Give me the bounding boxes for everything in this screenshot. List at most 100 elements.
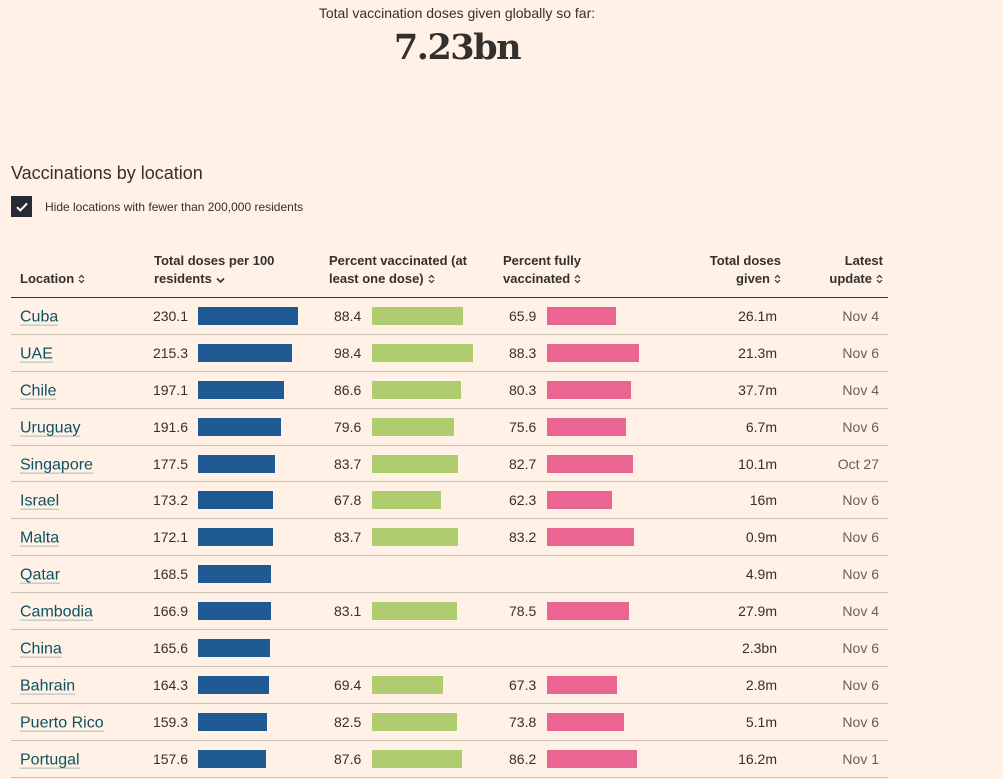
table-row: Qatar 168.5 4.9m Nov 6 — [11, 556, 888, 594]
column-header-fully-line2: vaccinated — [503, 271, 571, 287]
location-link[interactable]: Portugal — [20, 751, 80, 769]
latest-update-value: Nov 6 — [842, 639, 879, 656]
doses-per-100-bar — [198, 528, 273, 547]
column-header-location[interactable]: Location — [20, 270, 85, 289]
location-link[interactable]: Singapore — [20, 456, 93, 474]
table-row: Cambodia 166.9 83.1 78.5 27.9m Nov 4 — [11, 593, 888, 631]
table-row: UAE 215.3 98.4 88.3 21.3m Nov 6 — [11, 335, 888, 372]
doses-per-100-bar — [198, 417, 282, 436]
percent-vaccinated-bar — [372, 491, 442, 510]
percent-vaccinated-value: 83.7 — [334, 529, 362, 546]
column-header-total-line2: given — [736, 271, 770, 287]
table-row: Portugal 157.6 87.6 86.2 16.2m Nov 1 — [11, 741, 888, 778]
percent-vaccinated-bar — [372, 528, 458, 547]
location-link[interactable]: Cuba — [20, 308, 59, 326]
latest-update-value: Nov 6 — [842, 713, 879, 730]
percent-vaccinated-bar — [372, 454, 458, 473]
column-header-percent-fully-vaccinated[interactable]: Percent fully vaccinated — [503, 252, 581, 289]
percent-fully-vaccinated-bar — [547, 454, 634, 473]
table-row: Bahrain 164.3 69.4 67.3 2.8m Nov 6 — [11, 667, 888, 704]
doses-per-100-bar — [198, 602, 271, 621]
percent-fully-vaccinated-value: 73.8 — [509, 713, 537, 730]
percent-fully-vaccinated-value: 67.3 — [509, 676, 537, 693]
percent-fully-vaccinated-bar — [547, 528, 634, 547]
total-doses-value: 4.9m — [745, 566, 777, 583]
location-link[interactable]: Qatar — [20, 566, 61, 584]
table-body: Cuba 230.1 88.4 65.9 26.1m Nov 4 UAE 215.3 98.4 8… — [11, 298, 888, 778]
location-link[interactable]: UAE — [20, 345, 53, 363]
column-header-total-line1: Total doses — [709, 253, 781, 269]
column-header-doses-line1: Total doses per 100 — [154, 253, 275, 269]
column-header-latest-update[interactable]: Latest update — [829, 252, 883, 289]
doses-per-100-bar — [198, 380, 284, 399]
sort-icon — [774, 271, 781, 289]
location-link[interactable]: Cambodia — [20, 603, 93, 621]
table-row: China 165.6 2.3bn Nov 6 — [11, 630, 888, 667]
latest-update-value: Nov 6 — [842, 676, 879, 693]
percent-fully-vaccinated-bar — [547, 343, 640, 362]
location-link[interactable]: Malta — [20, 529, 60, 547]
latest-update-value: Nov 6 — [842, 418, 879, 435]
column-header-update-line2: update — [829, 271, 872, 287]
latest-update-value: Oct 27 — [837, 455, 879, 472]
location-link[interactable]: Bahrain — [20, 677, 76, 695]
hide-small-locations-checkbox[interactable] — [11, 196, 32, 217]
table-row: Cuba 230.1 88.4 65.9 26.1m Nov 4 — [11, 298, 888, 335]
total-doses-value: 16m — [749, 492, 777, 509]
percent-vaccinated-bar — [372, 675, 444, 694]
total-doses-value: 21.3m — [738, 344, 777, 361]
section-title: Vaccinations by location — [11, 163, 203, 183]
percent-fully-vaccinated-value: 65.9 — [509, 307, 537, 324]
column-header-doses-line2: residents — [154, 271, 212, 287]
percent-fully-vaccinated-bar — [547, 675, 618, 694]
doses-per-100-bar — [198, 491, 274, 510]
doses-per-100-value: 191.6 — [152, 418, 188, 435]
total-doses-value: 27.9m — [738, 603, 777, 620]
sort-icon — [574, 271, 581, 289]
location-link[interactable]: Chile — [20, 382, 57, 400]
table-row: Chile 197.1 86.6 80.3 37.7m Nov 4 — [11, 372, 888, 409]
sort-icon — [876, 271, 883, 289]
percent-vaccinated-bar — [372, 749, 462, 768]
percent-vaccinated-value: 67.8 — [334, 492, 362, 509]
hide-small-locations-label: Hide locations with fewer than 200,000 r… — [45, 199, 304, 214]
doses-per-100-bar — [198, 749, 267, 768]
location-link[interactable]: China — [20, 640, 62, 658]
column-header-vaccinated-line1: Percent vaccinated (at — [329, 253, 468, 269]
percent-fully-vaccinated-bar — [547, 380, 631, 399]
percent-vaccinated-value: 83.1 — [334, 603, 362, 620]
column-header-doses-per-100[interactable]: Total doses per 100 residents — [154, 252, 274, 289]
percent-vaccinated-value: 69.4 — [334, 676, 362, 693]
latest-update-value: Nov 1 — [842, 750, 879, 767]
doses-per-100-bar — [198, 343, 292, 362]
global-doses-label: Total vaccination doses given globally s… — [318, 5, 596, 21]
total-doses-value: 0.9m — [745, 529, 777, 546]
total-doses-value: 2.3bn — [741, 639, 777, 656]
population-filter[interactable]: Hide locations with fewer than 200,000 r… — [11, 196, 303, 217]
doses-per-100-value: 166.9 — [152, 603, 188, 620]
total-doses-value: 37.7m — [738, 381, 777, 398]
percent-vaccinated-value: 82.5 — [334, 713, 362, 730]
sort-descending-icon — [216, 271, 225, 289]
total-doses-value: 5.1m — [745, 713, 777, 730]
global-doses-value: 7.23bn — [393, 27, 522, 68]
checkmark-icon — [15, 202, 28, 212]
location-link[interactable]: Puerto Rico — [20, 714, 104, 732]
location-link[interactable]: Israel — [20, 492, 60, 510]
doses-per-100-value: 165.6 — [152, 639, 188, 656]
doses-per-100-value: 230.1 — [152, 307, 188, 324]
percent-fully-vaccinated-value: 62.3 — [509, 492, 537, 509]
percent-fully-vaccinated-bar — [547, 306, 616, 325]
total-doses-value: 16.2m — [738, 750, 777, 767]
percent-vaccinated-bar — [372, 417, 454, 436]
table-row: Singapore 177.5 83.7 82.7 10.1m Oct 27 — [11, 446, 888, 483]
percent-vaccinated-value: 88.4 — [334, 307, 362, 324]
column-header-percent-vaccinated[interactable]: Percent vaccinated (at least one dose) — [329, 252, 467, 289]
percent-vaccinated-value: 83.7 — [334, 455, 362, 472]
column-header-total-doses[interactable]: Total doses given — [710, 252, 781, 289]
doses-per-100-bar — [198, 306, 298, 325]
latest-update-value: Nov 4 — [842, 603, 879, 620]
doses-per-100-bar — [198, 712, 268, 731]
location-link[interactable]: Uruguay — [20, 419, 81, 437]
